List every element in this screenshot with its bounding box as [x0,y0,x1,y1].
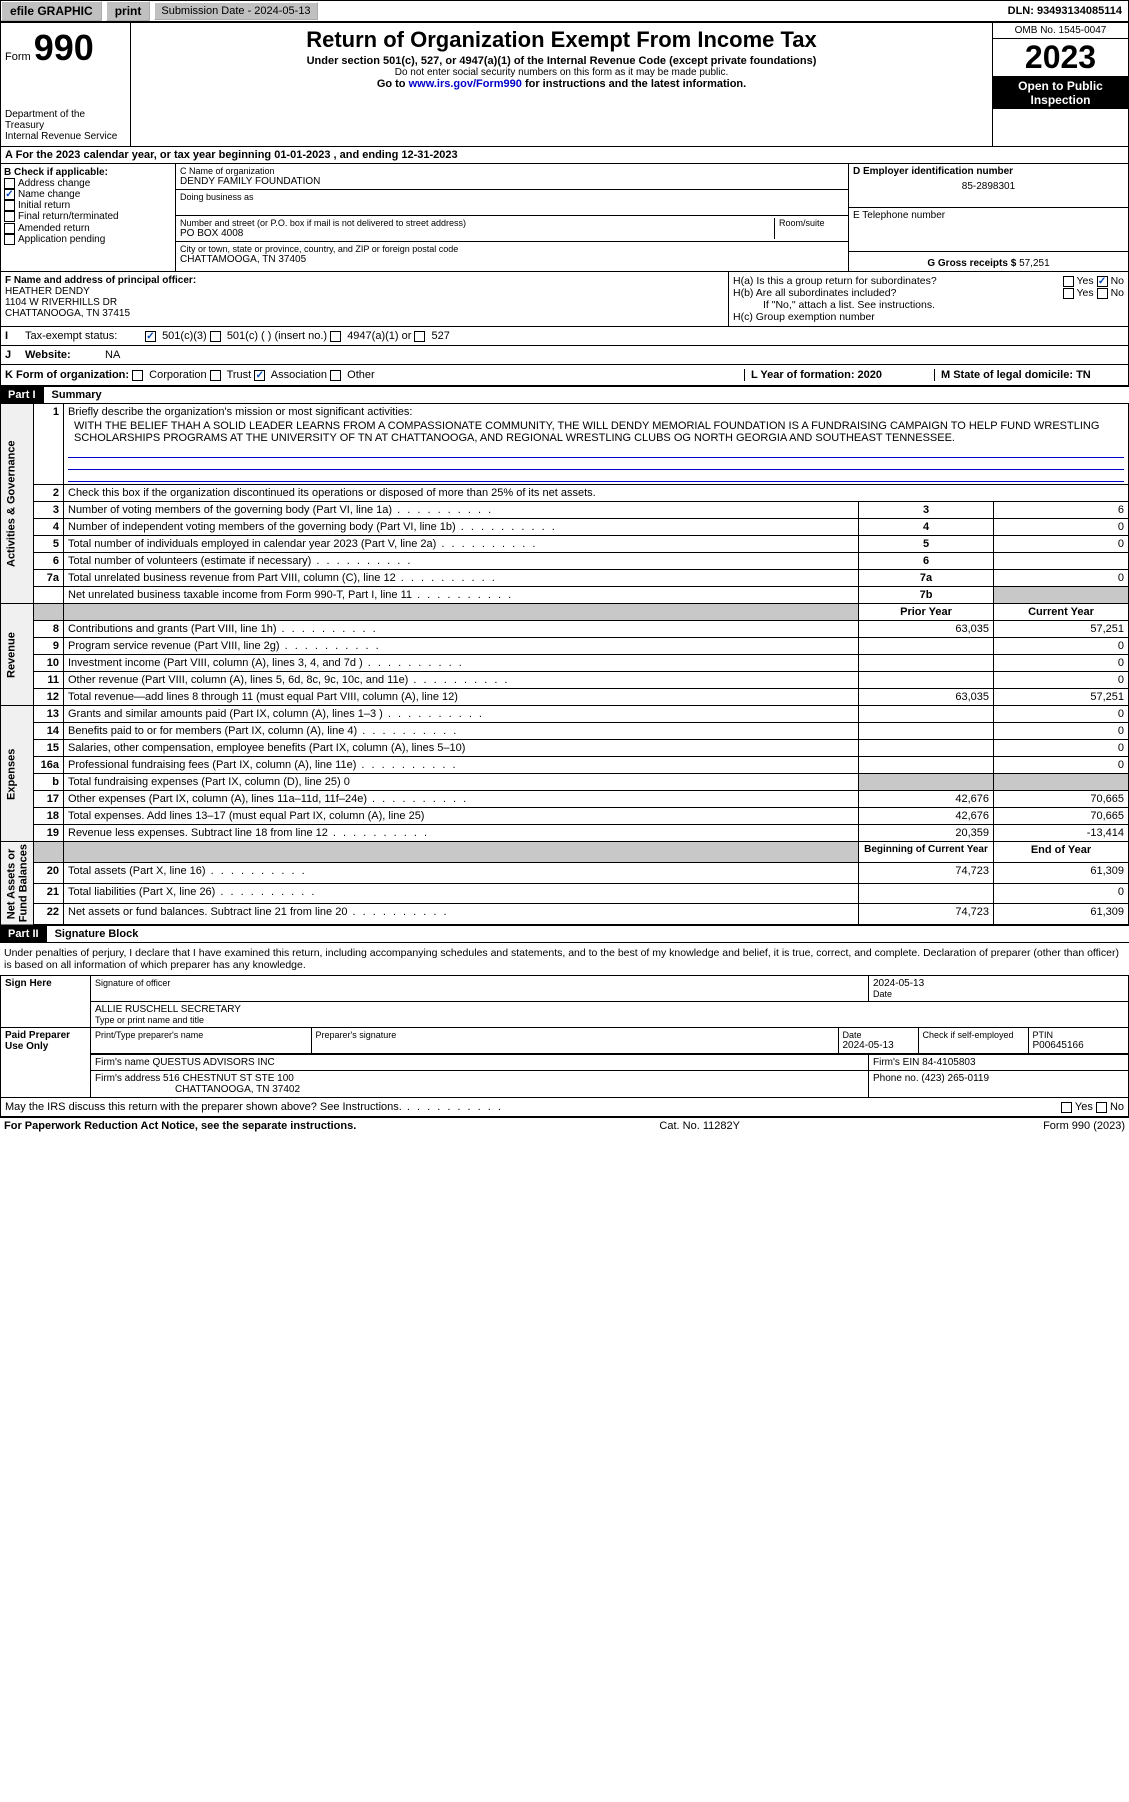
vlabel-expenses: Expenses [1,706,34,842]
gross-receipts: 57,251 [1019,258,1050,269]
block-f-h: F Name and address of principal officer:… [0,272,1129,327]
subtitle-1: Under section 501(c), 527, or 4947(a)(1)… [135,55,988,67]
paid-preparer-label: Paid Preparer Use Only [1,1028,91,1098]
form-header: Form 990 Department of the Treasury Inte… [0,22,1129,147]
mission-text: WITH THE BELIEF THAH A SOLID LEADER LEAR… [68,418,1124,446]
firm-name: QUESTUS ADVISORS INC [152,1057,274,1068]
vlabel-governance: Activities & Governance [1,404,34,604]
sign-here-label: Sign Here [1,976,91,1028]
discuss-row: May the IRS discuss this return with the… [0,1098,1129,1117]
row-k-l-m: K Form of organization: Corporation Trus… [0,365,1129,386]
block-b-through-g: B Check if applicable: Address change Na… [0,164,1129,272]
part2-header: Part IISignature Block [0,925,1129,942]
row-j: J Website: NA [0,346,1129,365]
omb-number: OMB No. 1545-0047 [993,23,1128,39]
part1-header: Part ISummary [0,386,1129,403]
ein: 85-2898301 [853,177,1124,192]
row-i: I Tax-exempt status: 501(c)(3) 501(c) ( … [0,327,1129,346]
form990-link[interactable]: www.irs.gov/Form990 [409,78,522,90]
form-label: Form [5,51,31,63]
vlabel-revenue: Revenue [1,604,34,706]
vlabel-netassets: Net Assets or Fund Balances [1,842,34,925]
print-button[interactable]: print [106,1,151,21]
perjury-text: Under penalties of perjury, I declare th… [0,942,1129,975]
subtitle-2: Do not enter social security numbers on … [135,67,988,78]
summary-table: Activities & Governance 1 Briefly descri… [0,403,1129,925]
open-inspection: Open to Public Inspection [993,77,1128,109]
submission-date: Submission Date - 2024-05-13 [154,2,317,20]
org-address: PO BOX 4008 [180,228,774,239]
form-title: Return of Organization Exempt From Incom… [135,27,988,53]
officer-name: ALLIE RUSCHELL SECRETARY [95,1004,1124,1015]
page-footer: For Paperwork Reduction Act Notice, see … [0,1117,1129,1134]
efile-button[interactable]: efile GRAPHIC [1,1,102,21]
col-b: B Check if applicable: Address change Na… [1,164,176,271]
dln: DLN: 93493134085114 [1008,5,1128,17]
form-number: 990 [34,27,94,68]
org-city: CHATTAMOOGA, TN 37405 [180,254,844,265]
goto-line: Go to www.irs.gov/Form990 for instructio… [135,78,988,90]
tax-year: 2023 [993,39,1128,77]
org-name: DENDY FAMILY FOUNDATION [180,176,844,187]
line-a: A For the 2023 calendar year, or tax yea… [0,147,1129,164]
top-toolbar: efile GRAPHIC print Submission Date - 20… [0,0,1129,22]
signature-table: Sign Here Signature of officer 2024-05-1… [0,975,1129,1098]
dept-label: Department of the Treasury Internal Reve… [5,109,126,142]
